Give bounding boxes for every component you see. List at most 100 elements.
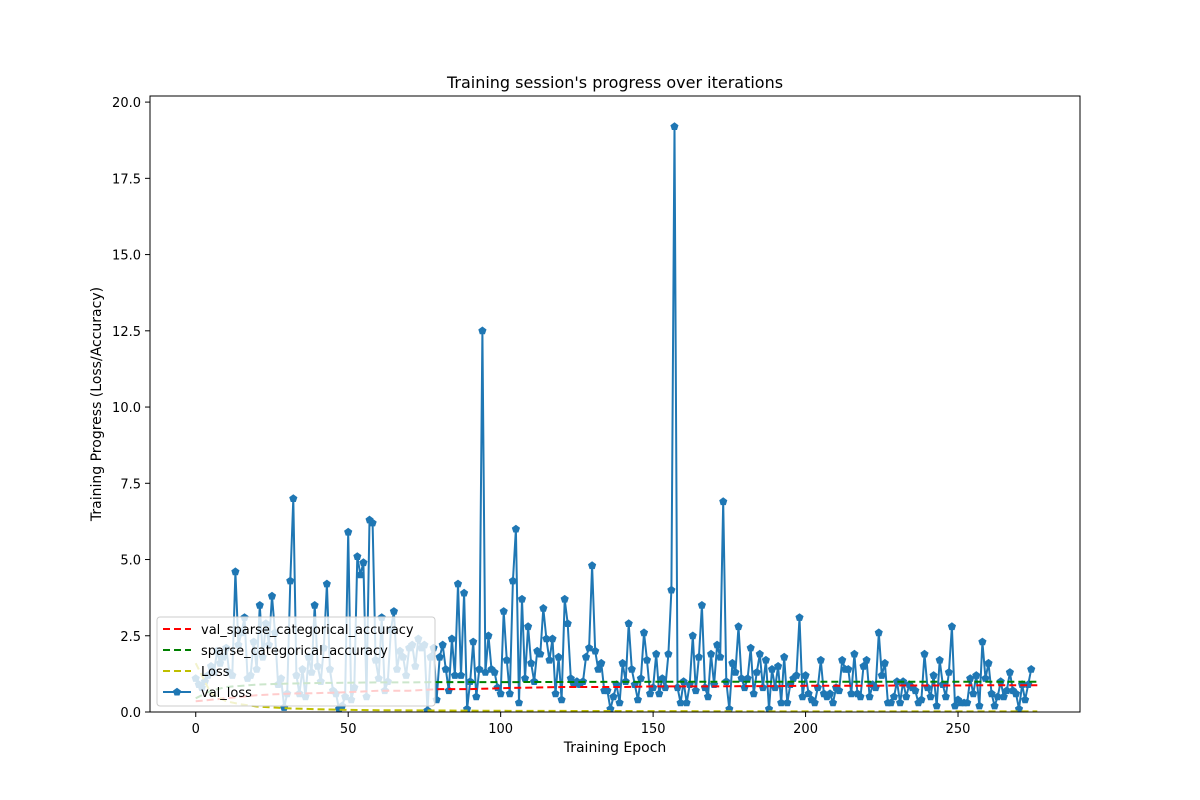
plot-frame (149, 95, 1081, 713)
data-point (453, 579, 463, 588)
data-point (551, 689, 560, 698)
y-tick-label: 5.0 (120, 554, 141, 569)
data-point (932, 701, 941, 710)
data-point (536, 649, 545, 658)
y-tick-label: 10.0 (112, 401, 141, 416)
data-point (716, 652, 725, 661)
data-point (694, 652, 703, 661)
data-point (697, 601, 706, 609)
data-point (816, 655, 825, 664)
data-point (975, 701, 984, 710)
data-point (542, 634, 551, 643)
legend-label-loss: Loss (201, 665, 230, 680)
data-point (469, 637, 478, 646)
data-point (356, 570, 365, 579)
data-point (719, 497, 728, 506)
data-point (969, 689, 978, 698)
data-point (950, 701, 960, 710)
y-tick-label: 0.0 (120, 706, 141, 721)
data-point (966, 674, 975, 682)
y-tick-label: 2.5 (120, 630, 141, 645)
y-tick-label: 17.5 (112, 172, 141, 187)
data-point (652, 649, 661, 658)
x-tick-label: 100 (488, 722, 513, 737)
data-point (667, 585, 676, 594)
data-point (859, 662, 868, 670)
data-point (896, 698, 905, 707)
data-point (633, 695, 642, 704)
data-point (847, 689, 856, 698)
data-point (920, 649, 929, 658)
data-point (1021, 695, 1030, 704)
data-point (481, 668, 490, 676)
data-point (844, 665, 853, 673)
data-point (441, 665, 450, 673)
legend-box (156, 616, 436, 707)
data-point (642, 655, 652, 664)
data-point (801, 671, 810, 679)
legend: val_sparse_categorical_accuracy sparse_ca… (156, 616, 436, 707)
data-point (703, 692, 713, 701)
data-point (941, 692, 950, 701)
data-point (514, 698, 523, 707)
data-point (929, 671, 938, 679)
data-point (731, 668, 740, 676)
data-point (231, 567, 240, 576)
data-point (524, 622, 533, 631)
data-point (761, 655, 770, 664)
data-point (255, 601, 264, 609)
data-point (627, 665, 636, 673)
data-point (713, 640, 722, 649)
y-tick-label: 12.5 (112, 325, 141, 340)
data-point (566, 674, 575, 682)
data-point (389, 607, 398, 615)
data-point (725, 704, 734, 712)
data-point (505, 689, 514, 698)
data-point (475, 665, 484, 673)
data-point (646, 689, 655, 698)
data-point (344, 527, 353, 536)
data-point (353, 552, 362, 560)
data-point (368, 518, 377, 527)
data-point (999, 692, 1008, 701)
y-tick-label: 7.5 (120, 477, 141, 492)
data-point (511, 524, 520, 533)
data-point (588, 561, 597, 570)
data-point (591, 646, 600, 655)
data-point (560, 594, 569, 603)
data-point (877, 671, 886, 679)
data-point (502, 655, 511, 664)
axes: 0 50 100 150 200 250 0.0 2.5 5.0 7.5 10.0 12.5 15.0 1… (112, 95, 1081, 737)
data-point (267, 591, 277, 600)
data-point (527, 658, 536, 667)
data-point (1005, 668, 1014, 676)
y-axis-label: Training Progress (Loss/Accuracy) (89, 287, 105, 522)
data-point (530, 677, 539, 685)
data-point (886, 698, 895, 707)
data-point (609, 692, 618, 701)
data-point (548, 634, 557, 643)
data-point (670, 122, 679, 130)
data-point (490, 668, 499, 676)
legend-label-val-loss: val_loss (201, 686, 252, 701)
data-point (963, 698, 972, 707)
data-point (804, 689, 813, 698)
data-point (972, 671, 981, 679)
data-point (835, 686, 844, 695)
data-point (478, 326, 487, 335)
x-tick-label: 50 (340, 722, 357, 737)
data-point (798, 692, 807, 701)
data-point (359, 558, 368, 567)
data-point (1011, 689, 1021, 698)
data-point (310, 601, 319, 609)
data-point (688, 631, 697, 640)
data-point (655, 689, 664, 698)
data-point (777, 698, 786, 707)
data-point (978, 637, 987, 646)
data-point (917, 695, 926, 704)
data-point (749, 689, 758, 698)
data-point (993, 692, 1002, 701)
data-point (460, 588, 469, 597)
data-point (636, 674, 645, 682)
data-point (780, 652, 789, 661)
